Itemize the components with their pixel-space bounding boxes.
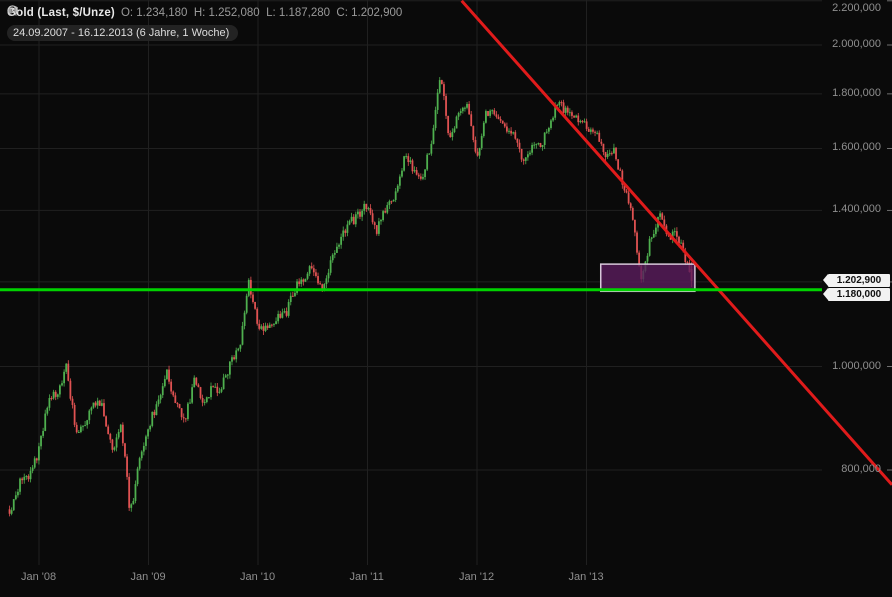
x-axis-label: Jan '13 (568, 571, 604, 583)
y-axis-label: 2.200,000 (832, 2, 881, 14)
y-axis-label: 1.600,000 (832, 141, 881, 154)
y-axis-label: 2.000,000 (832, 38, 881, 50)
downtrend-line[interactable] (460, 0, 892, 486)
instrument-title: Gold (Last, $/Unze) (7, 7, 115, 19)
last-price-tag: 1.202,900 (823, 274, 890, 288)
y-axis-label: 1.000,000 (832, 359, 881, 372)
chart-legend: Gold (Last, $/Unze) O: 1.234,180 H: 1.25… (7, 5, 402, 41)
date-range-badge: 24.09.2007 - 16.12.2013 (6 Jahre, 1 Woch… (7, 5, 239, 41)
date-range-label: 24.09.2007 - 16.12.2013 (6 Jahre, 1 Woch… (13, 27, 230, 39)
x-axis-label: Jan '11 (349, 571, 384, 583)
legend-row: Gold (Last, $/Unze) O: 1.234,180 H: 1.25… (7, 5, 402, 21)
grid-lines (0, 0, 892, 565)
y-axis-label: 1.800,000 (832, 86, 881, 99)
x-axis-label: Jan '09 (130, 571, 166, 583)
x-axis-label: Jan '08 (21, 571, 57, 583)
candles (8, 77, 693, 517)
support-zone[interactable] (599, 263, 696, 293)
clock-icon (7, 5, 18, 16)
x-axis-label: Jan '10 (240, 571, 276, 583)
ohlc-values: O: 1.234,180 H: 1.252,080 L: 1.187,280 C… (120, 7, 403, 19)
y-axis-label: 1.400,000 (832, 203, 881, 216)
y-axis-label: 800,000 (841, 463, 881, 475)
support-price-tag[interactable]: 1.180,000 (823, 287, 890, 301)
x-axis-label: Jan '12 (459, 571, 495, 583)
